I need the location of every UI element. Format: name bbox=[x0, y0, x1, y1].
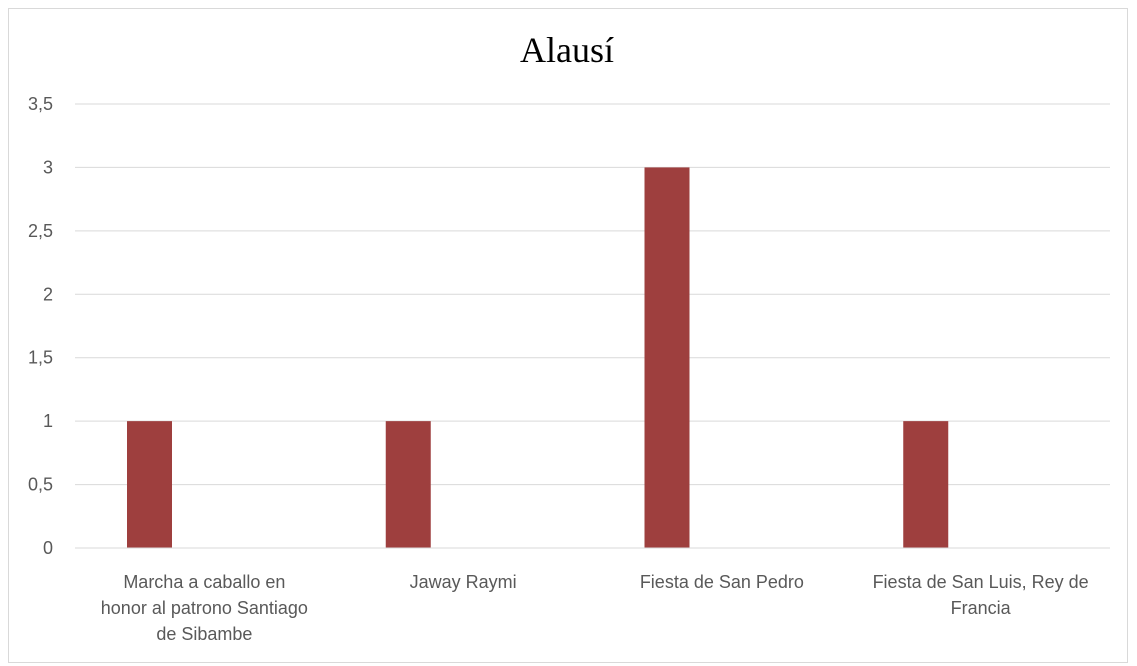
x-category-label-line: Marcha a caballo en bbox=[123, 572, 285, 592]
x-category-label: Jaway Raymi bbox=[410, 572, 517, 592]
grid-lines bbox=[75, 103, 1110, 486]
bar bbox=[644, 167, 690, 548]
y-tick-label: 3 bbox=[43, 157, 53, 177]
bar bbox=[385, 421, 431, 548]
y-tick-label: 0 bbox=[43, 538, 53, 558]
y-tick-label: 3,5 bbox=[28, 94, 53, 114]
bar bbox=[127, 421, 172, 548]
y-axis-ticks: 0 0,5 1 1,5 2 2,5 3 3,5 bbox=[28, 94, 53, 558]
x-category-label: Fiesta de San Luis, Rey de Francia bbox=[873, 572, 1089, 618]
y-tick-label: 1,5 bbox=[28, 348, 53, 368]
chart-frame bbox=[8, 8, 1128, 663]
x-category-label-line: honor al patrono Santiago bbox=[101, 598, 308, 618]
x-category-label-line: Jaway Raymi bbox=[410, 572, 517, 592]
x-axis-labels: Marcha a caballo en honor al patrono Sant… bbox=[101, 572, 1089, 644]
x-category-label-line: Francia bbox=[951, 598, 1012, 618]
x-category-label: Marcha a caballo en honor al patrono Sant… bbox=[101, 572, 308, 644]
bar bbox=[903, 421, 949, 548]
y-tick-label: 2,5 bbox=[28, 221, 53, 241]
x-category-label-line: de Sibambe bbox=[156, 624, 252, 644]
x-category-label: Fiesta de San Pedro bbox=[640, 572, 804, 592]
y-tick-label: 0,5 bbox=[28, 475, 53, 495]
y-tick-label: 1 bbox=[43, 411, 53, 431]
y-tick-label: 2 bbox=[43, 284, 53, 304]
x-category-label-line: Fiesta de San Pedro bbox=[640, 572, 804, 592]
chart-title: Alausí bbox=[520, 30, 614, 70]
x-category-label-line: Fiesta de San Luis, Rey de bbox=[873, 572, 1089, 592]
bars bbox=[127, 167, 949, 548]
